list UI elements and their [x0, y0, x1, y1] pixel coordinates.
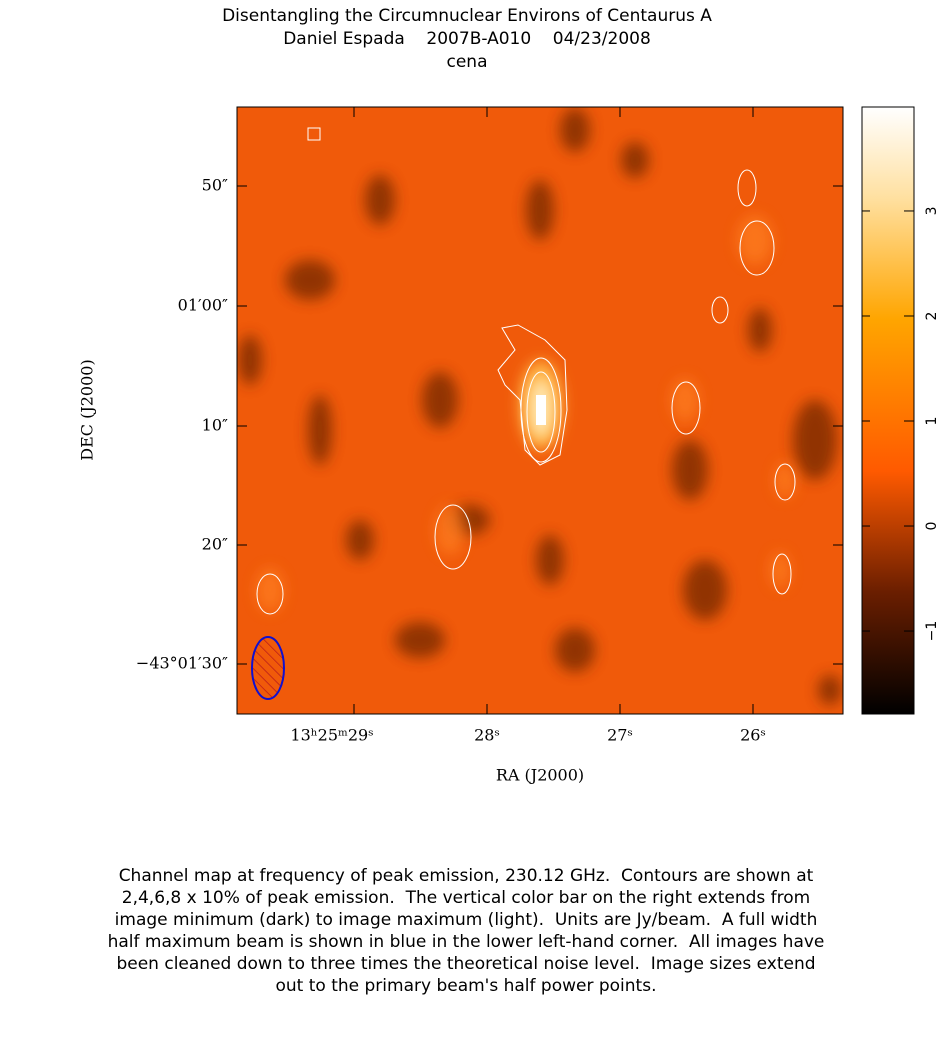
caption-line: been cleaned down to three times the the… [116, 954, 815, 974]
colorbar-tick-label: 3 [924, 207, 939, 216]
y-tick-label: 01′00″ [178, 296, 228, 315]
header: Disentangling the Circumnuclear Environs… [222, 6, 712, 72]
caption-line: out to the primary beam's half power poi… [276, 976, 657, 996]
caption-line: image minimum (dark) to image maximum (l… [115, 910, 818, 930]
header-line: Disentangling the Circumnuclear Environs… [222, 6, 712, 26]
caption: Channel map at frequency of peak emissio… [108, 866, 825, 996]
y-axis-label: DEC (J2000) [78, 359, 97, 460]
caption-line: 2,4,6,8 x 10% of peak emission. The vert… [122, 888, 810, 908]
colorbar-tick-label: −1 [924, 621, 939, 642]
header-line: Daniel Espada 2007B-A010 04/23/2008 [283, 29, 651, 49]
x-tick-label: 26ˢ [740, 726, 766, 745]
x-axis-label: RA (J2000) [496, 766, 584, 785]
colorbar-tick-label: 0 [924, 522, 939, 531]
colorbar [861, 106, 915, 715]
x-tick-label: 28ˢ [474, 726, 500, 745]
caption-line: half maximum beam is shown in blue in th… [108, 932, 825, 952]
map-frame [236, 106, 844, 715]
beam [251, 636, 285, 700]
x-tick-label: 27ˢ [607, 726, 633, 745]
x-tick-label: 13ʰ25ᵐ29ˢ [290, 726, 373, 745]
channel-map [237, 107, 843, 714]
y-tick-label: 20″ [202, 535, 228, 554]
header-line: cena [447, 52, 488, 72]
colorbar-tick-label: 1 [924, 417, 939, 426]
y-tick-label: 10″ [202, 416, 228, 435]
y-tick-label: 50″ [202, 176, 228, 195]
caption-line: Channel map at frequency of peak emissio… [119, 866, 814, 886]
colorbar-tick-label: 2 [924, 312, 939, 321]
y-tick-label: −43°01′30″ [136, 654, 228, 673]
